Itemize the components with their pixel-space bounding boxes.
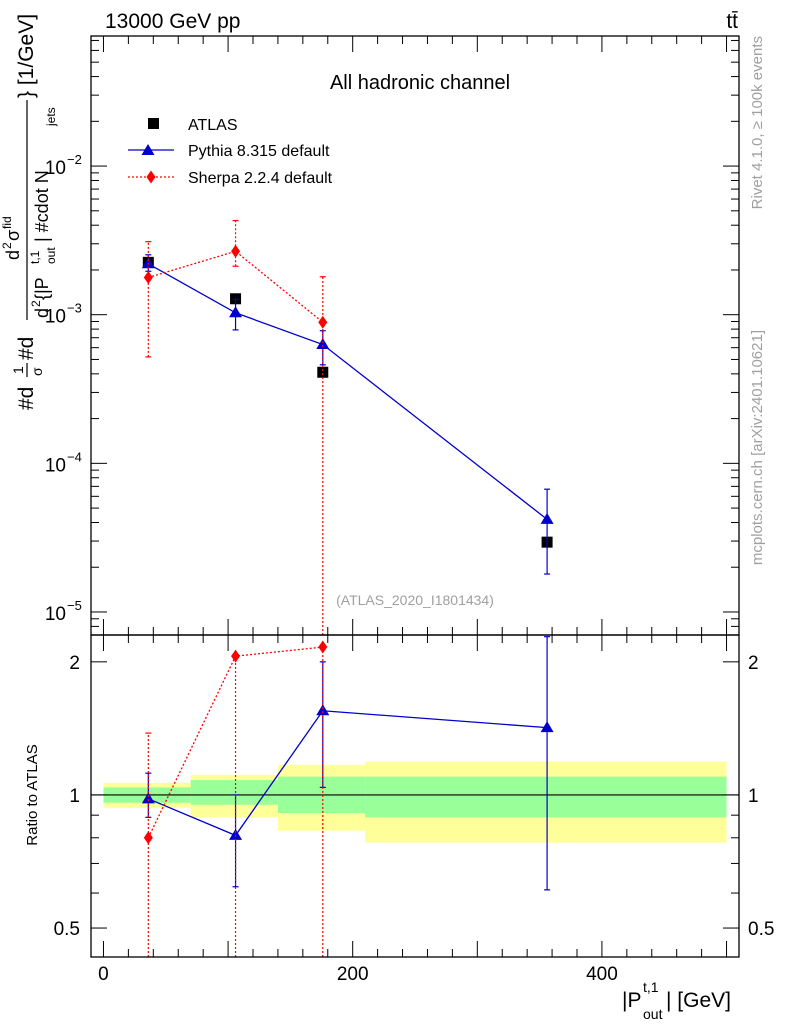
ylabel-frac2-den-t1: t,1 <box>28 250 42 264</box>
main-panel-axes: 10−510−410−310−2 <box>45 35 740 636</box>
ylabel-suffix: } [1/GeV] <box>15 14 38 98</box>
main-y-tick-label-exp: −3 <box>67 301 82 316</box>
ylabel-frac1-numerator: 1 <box>10 366 26 374</box>
ratio-y-tick-label-left: 2 <box>69 653 80 674</box>
ylabel-frac2-den-tail: | #cdot N <box>32 170 52 242</box>
main-y-tick-label-exp: −5 <box>67 598 82 613</box>
main-y-tick-label-exp: −4 <box>67 449 82 464</box>
ratio-sherpa-point <box>231 649 241 663</box>
legend-atlas-marker <box>148 118 159 129</box>
ratio-pythia-point <box>316 704 330 716</box>
main-y-tick-label-base: 10 <box>45 455 66 476</box>
ylabel-frac2-num-sup: 2 <box>0 242 14 249</box>
ylabel-frac2-den-sup: 2 <box>29 300 43 307</box>
main-sherpa-point <box>318 315 328 329</box>
ratio-y-tick-label-right: 2 <box>748 653 759 674</box>
xlabel-prefix: |P <box>622 989 641 1012</box>
plot-title: All hadronic channel <box>330 72 510 94</box>
main-atlas-point <box>317 366 329 378</box>
xlabel-sub: out <box>643 1006 663 1022</box>
main-y-tick-label-base: 10 <box>45 158 66 179</box>
ratio-sherpa-point <box>143 831 153 845</box>
main-pythia-line <box>148 263 548 520</box>
legend-sherpa-label: Sherpa 2.2.4 default <box>188 170 333 187</box>
x-tick-label: 400 <box>586 964 618 985</box>
main-pythia-point <box>229 306 243 318</box>
main-y-tick-label-base: 10 <box>45 307 66 328</box>
ratio-sherpa-point <box>318 640 328 654</box>
main-sherpa-point <box>231 244 241 258</box>
main-sherpa-point <box>143 270 153 284</box>
ylabel-frac2-den-d: d <box>32 308 52 318</box>
legend-atlas-label: ATLAS <box>188 117 238 134</box>
main-pythia-point <box>141 257 155 269</box>
ylabel-frac2-num-sigma: σ <box>3 230 23 241</box>
ratio-panel-axes: 0.5 0.5 1 1 2 2 0 200 400 <box>54 634 774 985</box>
ylabel-frac2-den-out: out <box>44 247 58 264</box>
ratio-band-inner <box>365 776 727 818</box>
energy-label: 13000 GeV pp <box>105 10 240 33</box>
legend-pythia-marker <box>141 144 155 155</box>
process-label: tt̄ <box>726 10 738 33</box>
ratio-band-inner <box>190 780 278 805</box>
xlabel-sup: t,1 <box>643 979 659 995</box>
main-y-tick-label-base: 10 <box>45 604 66 625</box>
ratio-y-tick-label-right: 0.5 <box>748 919 774 940</box>
main-panel-series <box>141 219 554 636</box>
mcplots-label: mcplots.cern.ch [arXiv:2401.10621] <box>749 330 766 565</box>
ratio-pythia-point <box>229 828 243 840</box>
x-tick-label: 200 <box>337 964 369 985</box>
ylabel-middle: #d <box>15 337 38 360</box>
ratio-pythia-line <box>148 710 548 837</box>
legend: ATLAS Pythia 8.315 default Sherpa 2.2.4 … <box>128 117 333 187</box>
ylabel-frac1-denominator: σ <box>29 367 45 376</box>
ratio-pythia-point <box>141 792 155 804</box>
legend-pythia-label: Pythia 8.315 default <box>188 143 330 160</box>
ylabel-frac2-num-fid: fid <box>0 216 14 229</box>
main-pythia-point <box>540 512 554 524</box>
xlabel-suffix: | [GeV] <box>666 989 731 1012</box>
rivet-version-label: Rivet 4.1.0, ≥ 100k events <box>749 36 766 209</box>
legend-sherpa-marker <box>146 170 156 184</box>
ratio-y-tick-label-right: 1 <box>748 786 759 807</box>
ratio-frame <box>90 634 740 958</box>
ratio-panel-series <box>141 636 554 957</box>
ylabel-prefix: #d <box>15 387 38 410</box>
ylabel-frac2-num-d: d <box>3 250 23 260</box>
x-tick-label: 0 <box>98 964 109 985</box>
main-pythia-point <box>316 338 330 350</box>
ratio-pythia-point <box>540 721 554 733</box>
ylabel-frac2-den-rest: {|P <box>32 277 52 300</box>
ratio-y-axis-label: Ratio to ATLAS <box>24 744 41 845</box>
analysis-id-label: (ATLAS_2020_I1801434) <box>336 592 494 608</box>
x-axis-label: |P out t,1 | [GeV] <box>622 979 731 1022</box>
ratio-y-tick-label-left: 0.5 <box>54 919 80 940</box>
ratio-y-tick-label-left: 1 <box>69 786 80 807</box>
main-y-tick-label-exp: −2 <box>67 152 82 167</box>
ylabel-frac2-den-jets: jets <box>44 107 58 127</box>
main-y-axis-label: #d 1 σ #d d 2 σ fid d 2 {|P out t,1 | #c… <box>0 14 58 410</box>
